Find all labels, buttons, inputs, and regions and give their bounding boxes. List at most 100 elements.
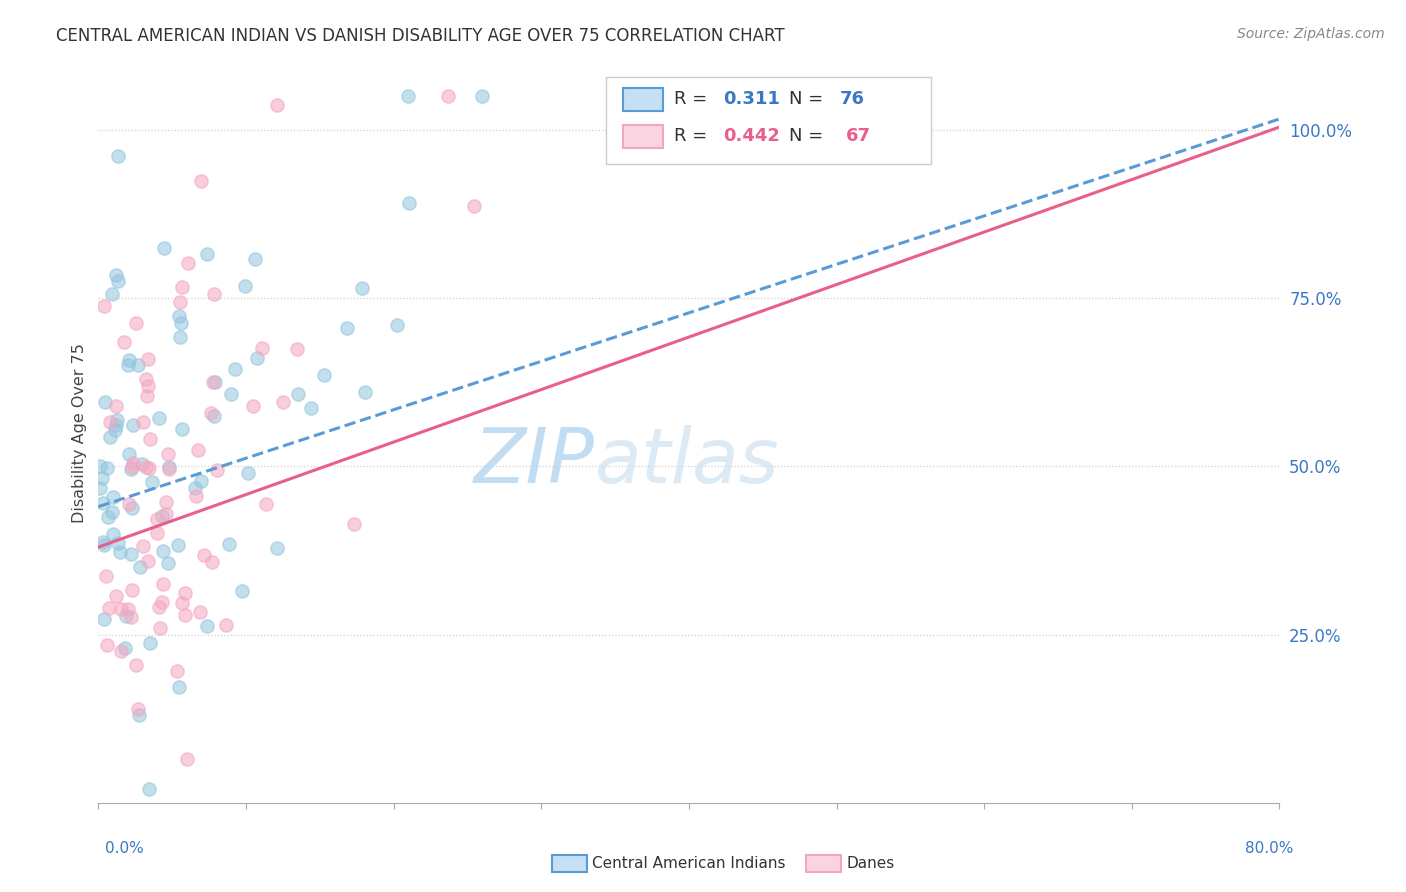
Point [141, 475, 163, 490]
Text: R =: R = [673, 90, 713, 109]
Point [120, 462, 142, 476]
Point [186, 489, 208, 503]
Point [117, 358, 139, 372]
Point [138, 554, 160, 568]
Point [98, 600, 121, 615]
Point [120, 610, 142, 624]
Point [231, 583, 253, 598]
Point [148, 410, 170, 425]
Point [127, 358, 149, 372]
Text: 76: 76 [841, 90, 865, 109]
Text: 0.311: 0.311 [723, 90, 780, 109]
Point [183, 481, 205, 495]
Point [167, 538, 190, 552]
Text: 80.0%: 80.0% [1246, 841, 1294, 856]
Point [153, 241, 176, 255]
Point [146, 512, 169, 526]
Point [120, 547, 142, 561]
Point [169, 330, 191, 344]
Point [107, 148, 129, 162]
Text: N =: N = [789, 128, 830, 145]
Point [131, 457, 153, 471]
Text: N =: N = [789, 90, 830, 109]
Point [118, 353, 141, 368]
Text: Source: ZipAtlas.com: Source: ZipAtlas.com [1237, 27, 1385, 41]
FancyBboxPatch shape [553, 855, 588, 872]
Point [350, 281, 373, 295]
Point [131, 539, 153, 553]
Point [336, 321, 359, 335]
FancyBboxPatch shape [806, 855, 841, 872]
Point [243, 252, 266, 266]
Point [138, 782, 160, 797]
Point [139, 635, 162, 649]
Point [354, 384, 377, 399]
Point [200, 406, 222, 420]
Text: CENTRAL AMERICAN INDIAN VS DANISH DISABILITY AGE OVER 75 CORRELATION CHART: CENTRAL AMERICAN INDIAN VS DANISH DISABI… [56, 27, 785, 45]
Point [156, 556, 179, 570]
Point [150, 594, 173, 608]
Point [114, 641, 136, 656]
Point [157, 462, 180, 476]
Point [176, 752, 198, 766]
Point [172, 422, 194, 436]
Point [172, 596, 194, 610]
Point [121, 582, 143, 597]
Point [343, 516, 366, 531]
Point [93, 612, 115, 626]
Point [100, 505, 122, 519]
Point [193, 548, 215, 562]
Point [104, 423, 127, 437]
Point [105, 418, 128, 433]
Text: R =: R = [673, 128, 713, 145]
Point [463, 199, 485, 213]
Point [170, 280, 193, 294]
Point [105, 268, 128, 282]
Point [121, 460, 143, 475]
Point [152, 577, 174, 591]
Point [128, 707, 150, 722]
Point [118, 446, 141, 460]
Point [93, 538, 115, 552]
Point [129, 560, 152, 574]
Point [91, 535, 114, 549]
Point [205, 463, 228, 477]
Point [246, 351, 269, 365]
Point [314, 368, 336, 383]
Point [202, 287, 225, 301]
Point [132, 415, 155, 429]
Point [236, 466, 259, 480]
Point [148, 599, 170, 614]
Point [170, 316, 193, 330]
Text: 67: 67 [846, 128, 872, 145]
Point [122, 456, 145, 470]
Point [155, 495, 177, 509]
Point [155, 508, 177, 522]
Point [385, 318, 408, 332]
Point [285, 342, 308, 356]
Point [187, 442, 209, 457]
Point [224, 362, 246, 376]
Point [215, 618, 238, 632]
FancyBboxPatch shape [623, 88, 664, 111]
Point [136, 351, 159, 366]
Point [104, 399, 127, 413]
Point [202, 409, 225, 423]
Point [152, 544, 174, 558]
Point [201, 555, 224, 569]
Point [471, 89, 494, 103]
Point [145, 526, 167, 541]
FancyBboxPatch shape [623, 126, 664, 147]
Text: Danes: Danes [846, 856, 894, 871]
Text: 0.0%: 0.0% [105, 841, 145, 856]
Point [204, 375, 226, 389]
Point [190, 174, 212, 188]
Point [107, 536, 129, 550]
Point [149, 621, 172, 635]
Point [89, 481, 111, 495]
Point [110, 644, 132, 658]
Point [105, 412, 128, 426]
Point [437, 89, 460, 103]
Point [218, 537, 240, 551]
Point [93, 299, 115, 313]
